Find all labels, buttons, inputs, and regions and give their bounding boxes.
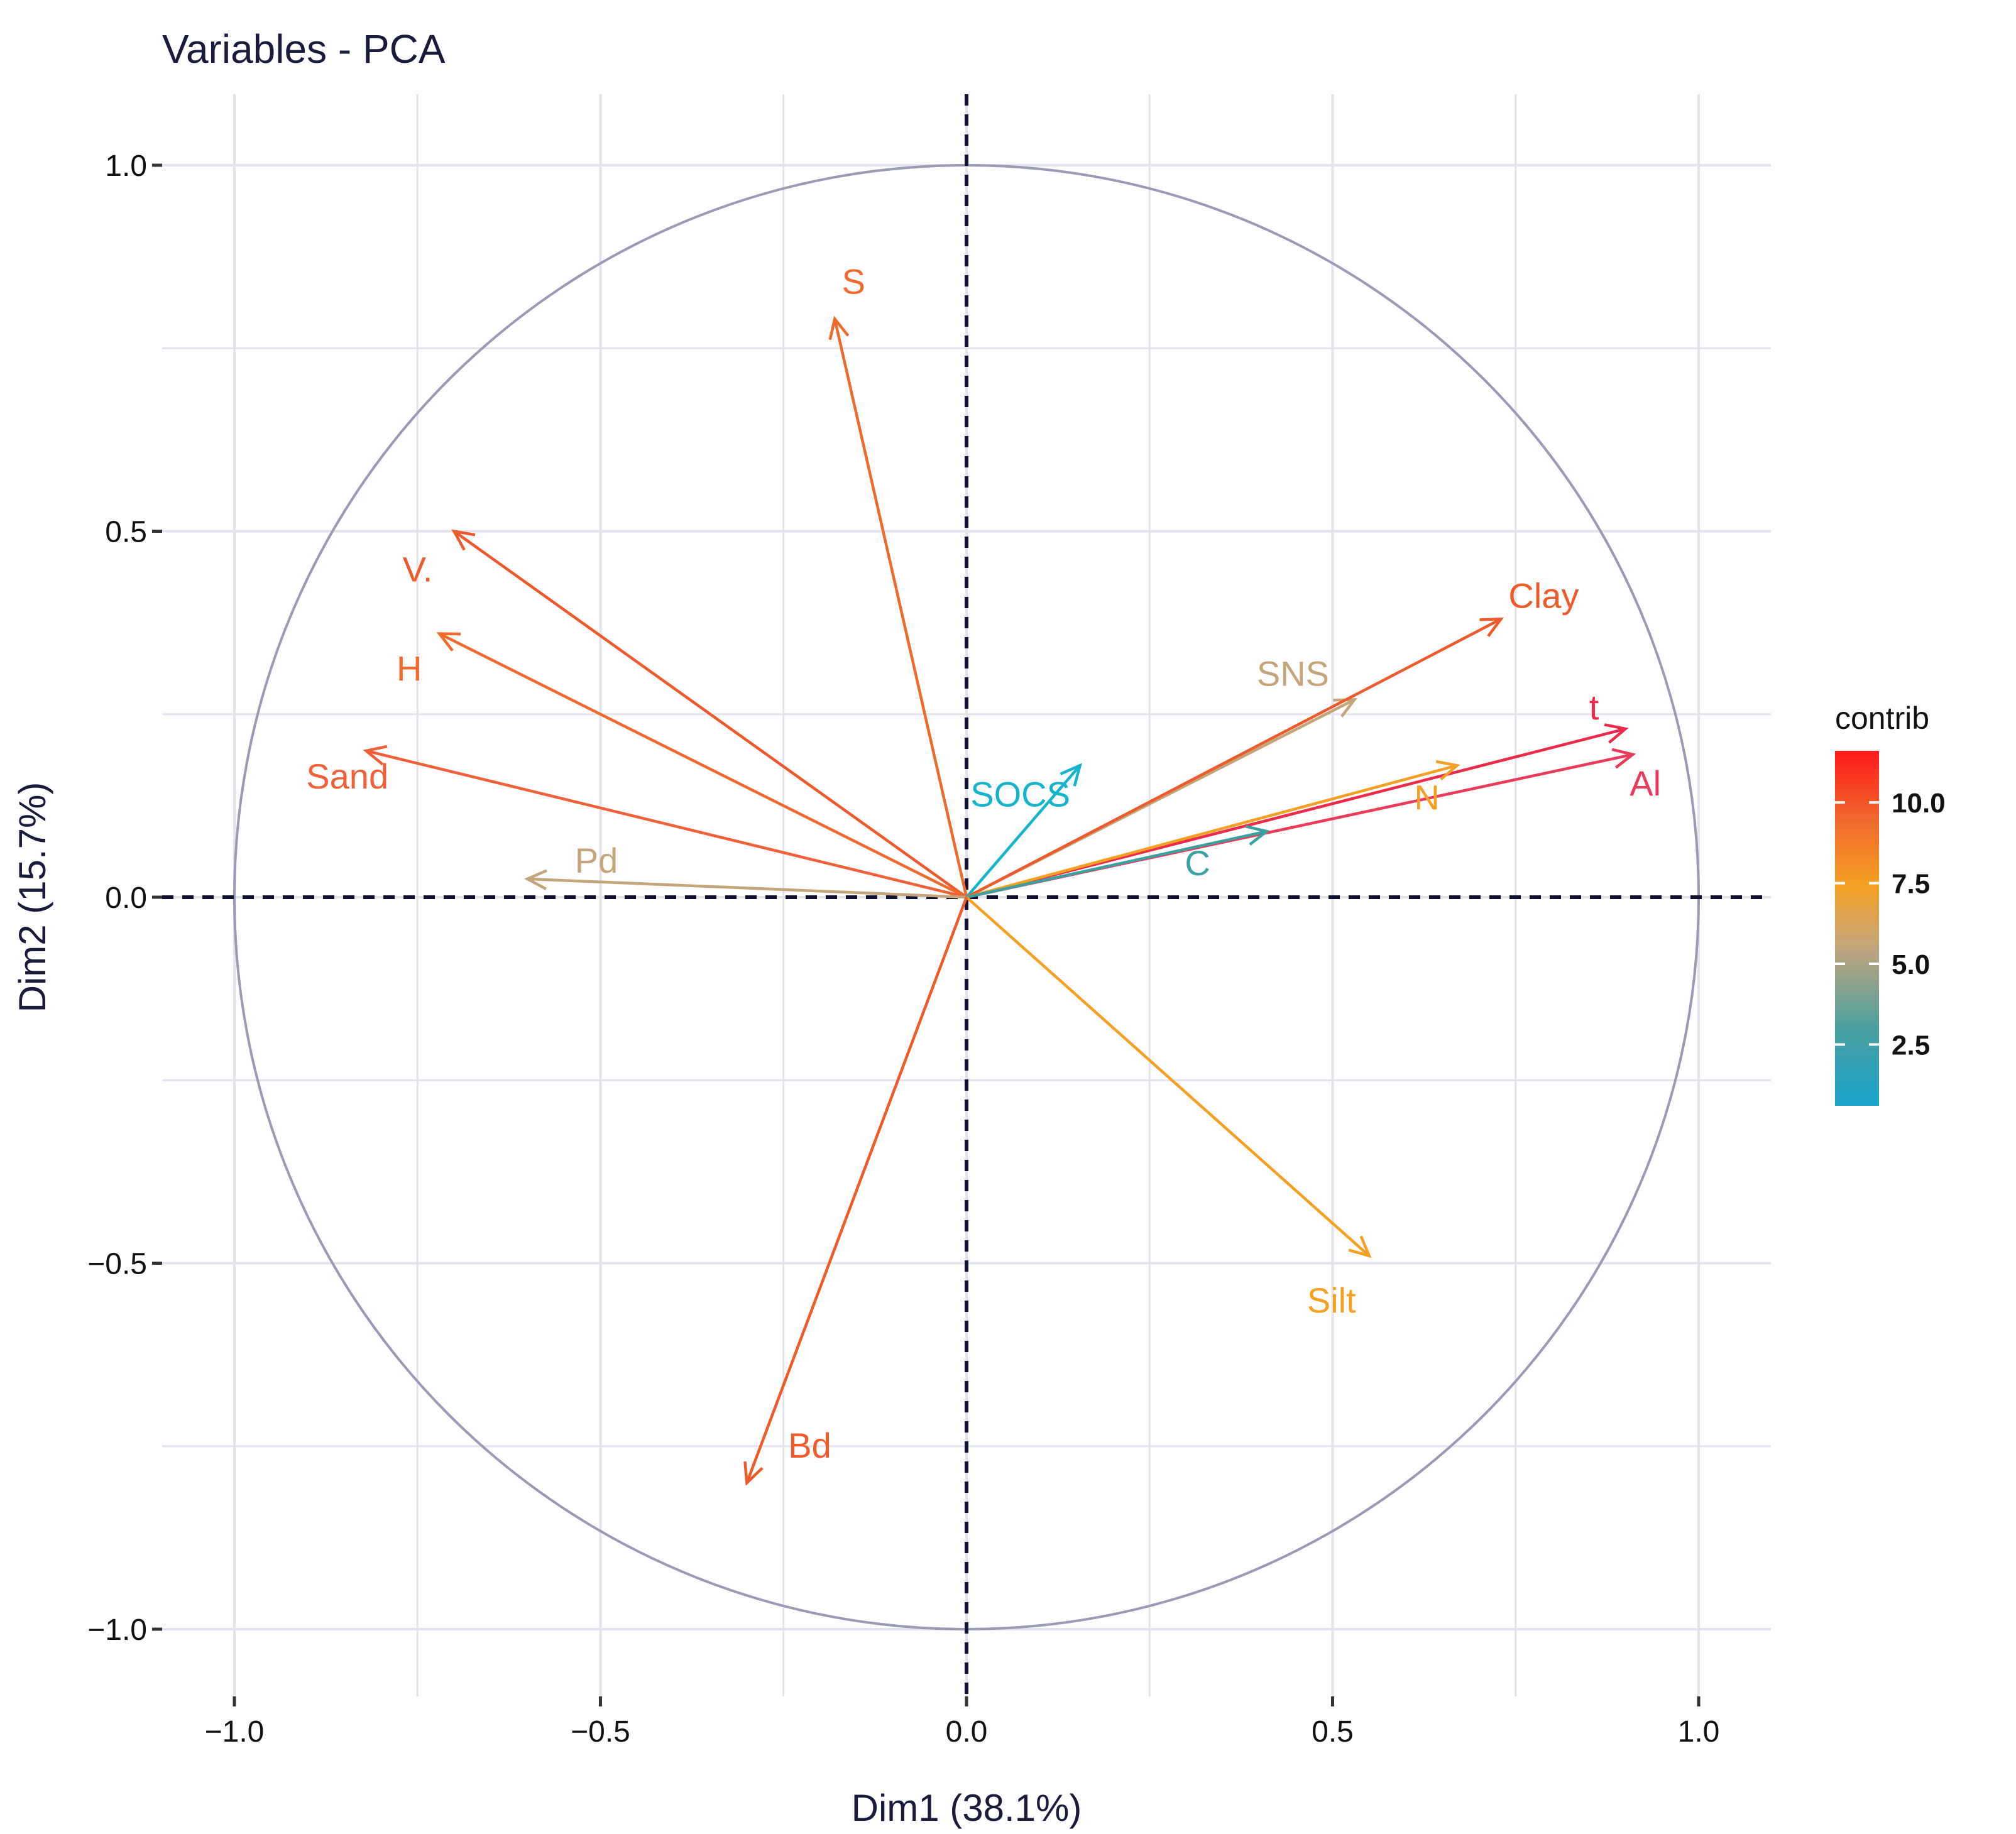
arrow-clay: [965, 617, 1504, 898]
arrow-shaft: [453, 530, 968, 898]
arrow-head: [363, 745, 388, 766]
legend-tick-label: 5.0: [1892, 949, 1930, 980]
arrow-head: [1611, 748, 1636, 769]
variable-label-h: H: [397, 649, 422, 689]
arrow-c: [966, 825, 1270, 899]
variable-label-s: S: [842, 262, 865, 302]
x-axis-title: Dim1 (38.1%): [852, 1787, 1082, 1829]
arrow-shaft: [745, 897, 968, 1483]
y-axis-title: Dim2 (15.7%): [11, 782, 53, 1013]
legend-title: contrib: [1835, 701, 1929, 736]
variable-label-n: N: [1414, 777, 1439, 817]
arrow-head: [828, 315, 850, 341]
arrow-pd: [523, 869, 967, 899]
arrow-shaft: [966, 764, 1458, 899]
x-tick-label: 0.0: [946, 1715, 988, 1749]
variable-label-al: Al: [1630, 763, 1661, 803]
variable-label-sand: Sand: [306, 756, 388, 796]
arrow-h: [436, 632, 968, 899]
legend-tick-label: 7.5: [1892, 869, 1930, 900]
arrow-shaft: [965, 896, 1371, 1257]
arrow-head: [1333, 698, 1358, 718]
y-tick-label: 1.0: [105, 150, 147, 183]
x-tick-label: −1.0: [205, 1715, 265, 1749]
arrow-head: [1604, 723, 1629, 744]
variable-label-clay: Clay: [1508, 576, 1579, 615]
y-tick-label: −0.5: [87, 1248, 147, 1281]
arrow-head: [436, 632, 461, 652]
variable-label-v: V.: [403, 550, 433, 589]
x-tick-label: 1.0: [1678, 1715, 1720, 1749]
arrow-shaft: [833, 319, 968, 898]
arrow-socs: [965, 763, 1082, 898]
x-tick-label: −0.5: [571, 1715, 630, 1749]
y-tick-label: 0.0: [105, 882, 147, 915]
arrow-head: [451, 529, 476, 551]
y-tick-label: 0.5: [105, 516, 147, 549]
variable-label-socs: SOCS: [970, 774, 1070, 814]
variable-label-silt: Silt: [1307, 1280, 1356, 1320]
legend-ticks: 2.5 5.0 7.5 10.0: [1835, 788, 1946, 1061]
variable-label-sns: SNS: [1257, 653, 1329, 693]
arrow-head: [1060, 763, 1082, 787]
variable-label-pd: Pd: [575, 841, 618, 880]
arrow-sand: [363, 745, 967, 899]
legend-tick-label: 10.0: [1892, 788, 1946, 819]
chart-title: Variables - PCA: [162, 26, 446, 72]
variable-label-t: t: [1589, 687, 1599, 727]
arrow-shaft: [366, 749, 967, 899]
x-tick-label: 0.5: [1312, 1715, 1354, 1749]
arrow-shaft: [965, 764, 1082, 898]
arrow-head: [1435, 760, 1460, 781]
y-tick-label: −1.0: [87, 1613, 147, 1647]
arrow-head: [523, 869, 548, 890]
arrow-shaft: [966, 829, 1268, 899]
arrow-bd: [743, 897, 968, 1486]
legend-tick-label: 2.5: [1892, 1030, 1930, 1061]
legend-colorbar: [1835, 751, 1879, 1106]
variable-label-c: C: [1185, 843, 1210, 883]
contrib-legend: contrib 2.5 5.0 7.5 10.0: [1835, 701, 1946, 1106]
arrow-shaft: [439, 632, 968, 899]
arrow-v: [451, 529, 968, 898]
arrow-shaft: [965, 618, 1502, 898]
arrow-head: [1479, 617, 1504, 637]
arrow-silt: [965, 896, 1372, 1258]
arrow-head: [1348, 1235, 1372, 1258]
arrow-head: [743, 1461, 764, 1486]
variable-arrows: [363, 315, 1636, 1486]
arrow-s: [828, 315, 968, 898]
arrow-shaft: [527, 877, 967, 899]
arrow-n: [966, 760, 1460, 899]
arrow-head: [1246, 825, 1270, 846]
x-axis: −1.0 −0.5 0.0 0.5 1.0: [205, 1696, 1720, 1749]
y-axis: −1.0 −0.5 0.0 0.5 1.0: [87, 150, 162, 1647]
variable-labels: S V. H Sand Pd SOCS SNS Clay t Al N C Silt Bd: [306, 262, 1661, 1465]
variable-label-bd: Bd: [788, 1426, 831, 1465]
